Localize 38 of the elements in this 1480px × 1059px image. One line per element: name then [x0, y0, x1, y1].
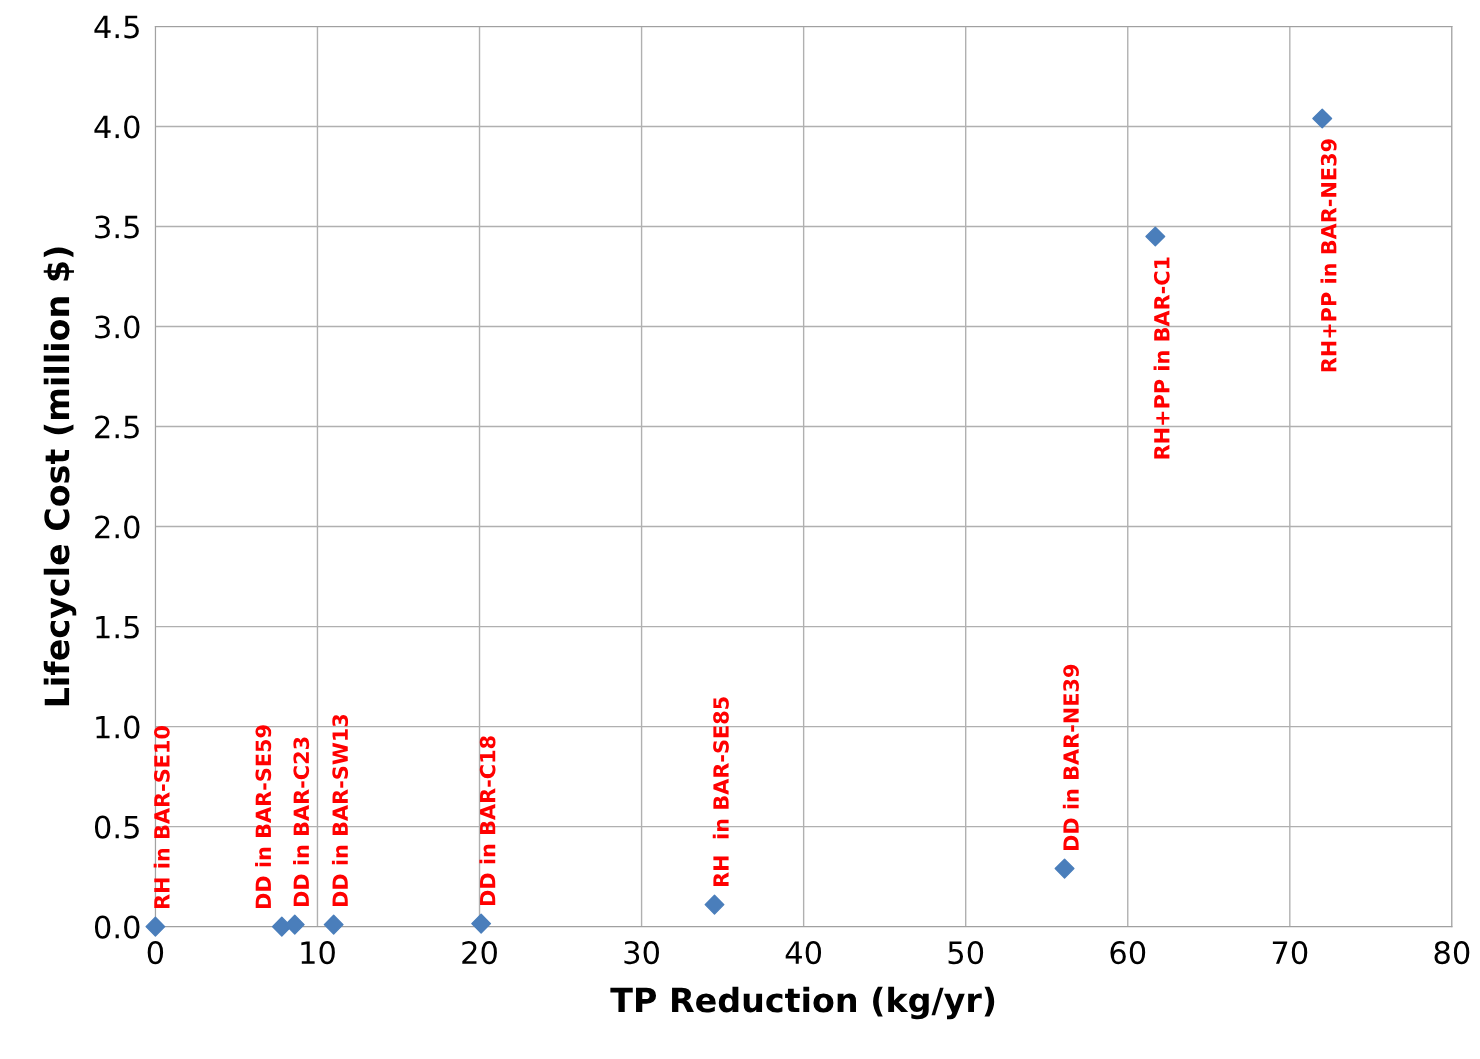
y-tick-label: 1.5: [96, 615, 139, 639]
y-tick-label: 3.5: [95, 215, 139, 239]
point: [1312, 108, 1333, 129]
annotation: DD in BAR-C23: [293, 737, 310, 907]
point: [284, 914, 305, 935]
annotation: DD in BAR-NE39: [1062, 664, 1079, 851]
y-tick-label: 4.5: [94, 15, 139, 39]
point: [323, 914, 344, 935]
annotation: DD in BAR-SE59: [255, 725, 272, 909]
annotation: DD in BAR-SW13: [331, 714, 349, 907]
point: [471, 913, 492, 934]
y-tick-label: 0.5: [94, 815, 139, 839]
x-tick-label: 20: [462, 941, 497, 965]
x-tick-label: 10: [301, 941, 335, 965]
annotation: RH in BAR-SE85: [712, 697, 729, 887]
point: [1054, 858, 1075, 879]
point: [704, 894, 725, 915]
x-axis-title: TP Reduction (kg/yr): [610, 986, 995, 1020]
y-tick-label: 4.0: [94, 115, 140, 139]
y-tick-label: 2.0: [95, 515, 140, 539]
y-tick-label: 0.0: [94, 915, 140, 939]
annotation: RH in BAR-SE10: [153, 726, 170, 909]
y-axis-title: Lifecycle Cost (million $): [43, 247, 77, 706]
y-tick-label: 1.0: [96, 715, 140, 739]
x-tick-label: 80: [1434, 941, 1470, 965]
y-tick-label: 3.0: [95, 315, 140, 339]
annotation: DD in BAR-C18: [479, 736, 496, 906]
annotation: RH+PP in BAR-NE39: [1320, 139, 1337, 372]
x-tick-label: 40: [785, 941, 822, 965]
x-tick-label: 30: [624, 941, 659, 965]
x-tick-label: 50: [948, 941, 984, 965]
annotation: RH+PP in BAR-C1: [1153, 257, 1170, 459]
y-tick-label: 2.5: [95, 415, 139, 439]
point: [1145, 226, 1166, 247]
x-tick-label: 60: [1110, 941, 1146, 965]
x-tick-label: 70: [1272, 941, 1308, 965]
point: [145, 916, 166, 937]
x-tick-label: 0: [147, 941, 164, 965]
